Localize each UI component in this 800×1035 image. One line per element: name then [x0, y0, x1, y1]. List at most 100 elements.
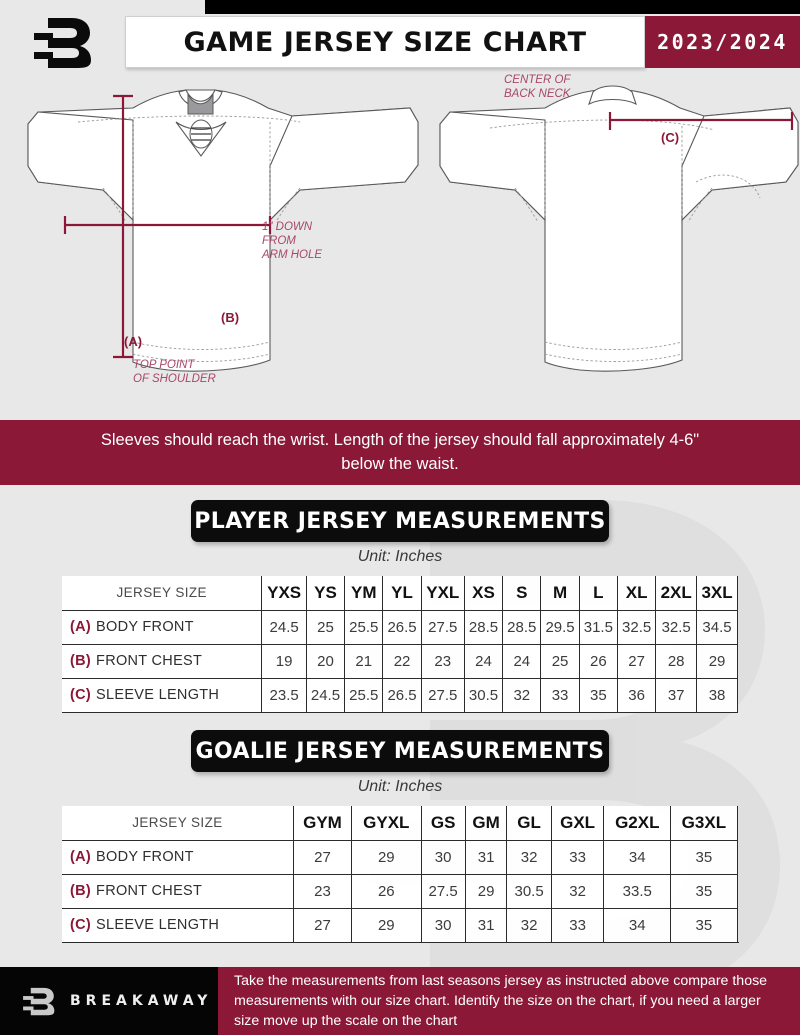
- size-column-2XL: 2XL: [655, 576, 698, 611]
- jersey-front-view: (A) TOP POINT OF SHOULDER (B) 1" DOWN FR…: [27, 89, 419, 385]
- value-cell: 26: [578, 643, 618, 679]
- header-logo: [0, 14, 125, 70]
- goalie-heading-pill: GOALIE JERSEY MEASUREMENTS: [191, 730, 609, 772]
- header-title-box: GAME JERSEY SIZE CHART: [125, 16, 645, 68]
- row-label-body-front: (A) BODY FRONT: [62, 839, 294, 875]
- value-cell: 27: [616, 643, 657, 679]
- value-cell: 29: [351, 839, 422, 875]
- table-row: (A) BODY FRONT 24.5 25 25.5 26.5 27.5 28.5 28.5 2…: [62, 609, 738, 645]
- dimension-line-b: [63, 216, 272, 234]
- value-cell: 26.5: [382, 677, 422, 713]
- value-cell: 23: [420, 643, 465, 679]
- value-cell: 23.5: [261, 677, 307, 713]
- size-column-YL: YL: [382, 576, 422, 611]
- front-label-b-line3: ARM HOLE: [261, 249, 322, 261]
- page-title: GAME JERSEY SIZE CHART: [183, 26, 587, 58]
- value-cell: 27.5: [420, 609, 465, 645]
- value-cell: 26.5: [382, 609, 422, 645]
- size-column-GM: GM: [464, 806, 508, 841]
- jersey-illustrations: .body-ln { fill:#fff; stroke:#59595b; st…: [0, 70, 800, 418]
- value-cell: 33: [550, 907, 605, 943]
- player-table-wrap: JERSEY SIZE YXS YS YM YL YXL XS S M L XL 2XL 3XL (A)…: [62, 576, 738, 713]
- value-cell: 29: [696, 643, 738, 679]
- top-accent-strip: [0, 0, 800, 14]
- value-cell: 36: [616, 677, 657, 713]
- front-label-b-tag: (B): [221, 310, 239, 325]
- front-label-a-line1: TOP POINT: [133, 359, 195, 371]
- jersey-back-view: (C) CENTER OF BACK NECK: [439, 74, 799, 372]
- value-cell: 21: [344, 643, 384, 679]
- breakaway-b-logo-icon: [23, 987, 55, 1016]
- top-strip-maroon: [0, 0, 205, 14]
- top-strip-black: [205, 0, 800, 14]
- back-neck-note-line2: BACK NECK: [504, 88, 572, 100]
- breakaway-b-logo-icon: [33, 18, 91, 68]
- size-column-M: M: [540, 576, 580, 611]
- value-cell: 30: [420, 839, 466, 875]
- front-label-a-line2: OF SHOULDER: [133, 373, 216, 385]
- row-label-sleeve-length: (C) SLEEVE LENGTH: [62, 907, 294, 943]
- row-tag: (A): [70, 849, 92, 865]
- player-section-header: PLAYER JERSEY MEASUREMENTS Unit: Inches: [0, 500, 800, 566]
- value-cell: 27: [292, 839, 353, 875]
- value-cell: 27.5: [420, 873, 466, 909]
- value-cell: 34.5: [696, 609, 738, 645]
- row-label-front-chest: (B) FRONT CHEST: [62, 873, 294, 909]
- player-heading-pill: PLAYER JERSEY MEASUREMENTS: [191, 500, 609, 542]
- table-header-row: JERSEY SIZE GYM GYXL GS GM GL GXL G2XL G3XL: [62, 806, 738, 841]
- table-row: (C) SLEEVE LENGTH 23.5 24.5 25.5 26.5 27.5 30.5…: [62, 677, 738, 713]
- size-column-G2XL: G2XL: [603, 806, 672, 841]
- value-cell: 33.5: [603, 873, 672, 909]
- value-cell: 23: [292, 873, 353, 909]
- value-cell: 37: [655, 677, 698, 713]
- value-cell: 22: [382, 643, 422, 679]
- value-cell: 31.5: [578, 609, 618, 645]
- value-cell: 34: [603, 907, 672, 943]
- value-cell: 24.5: [261, 609, 307, 645]
- row-label-sleeve-length: (C) SLEEVE LENGTH: [62, 677, 263, 713]
- value-cell: 19: [261, 643, 307, 679]
- footer-instructions-text: Take the measurements from last seasons …: [234, 972, 768, 1030]
- fit-note-text: Sleeves should reach the wrist. Length o…: [100, 430, 700, 473]
- jersey-size-corner-label: JERSEY SIZE: [62, 806, 294, 841]
- jersey-size-corner-label: JERSEY SIZE: [62, 576, 263, 611]
- size-column-XS: XS: [463, 576, 504, 611]
- row-tag: (B): [70, 653, 92, 669]
- size-column-XL: XL: [616, 576, 657, 611]
- player-size-table: JERSEY SIZE YXS YS YM YL YXL XS S M L XL 2XL 3XL (A)…: [62, 576, 738, 713]
- value-cell-empty: [737, 874, 738, 908]
- size-column-GS: GS: [420, 806, 466, 841]
- row-tag: (A): [70, 619, 92, 635]
- size-column-YM: YM: [344, 576, 384, 611]
- player-heading-label: PLAYER JERSEY MEASUREMENTS: [194, 508, 606, 534]
- brand-wordmark: BREAKAWAY: [70, 993, 213, 1009]
- value-cell: 24: [502, 643, 542, 679]
- footer-brand: BREAKAWAY: [0, 967, 218, 1035]
- value-cell: 30.5: [506, 873, 552, 909]
- size-column-GL: GL: [506, 806, 552, 841]
- value-cell: 31: [464, 907, 508, 943]
- value-cell: 20: [305, 643, 346, 679]
- front-label-a-tag: (A): [124, 334, 142, 349]
- front-label-b-line1: 1" DOWN: [262, 221, 313, 233]
- dimension-line-a: [113, 94, 133, 359]
- page-footer: BREAKAWAY Take the measurements from las…: [0, 967, 800, 1035]
- value-cell: 32: [506, 839, 552, 875]
- value-cell: 28.5: [502, 609, 542, 645]
- footer-instructions: Take the measurements from last seasons …: [218, 967, 800, 1035]
- row-label-front-chest: (B) FRONT CHEST: [62, 643, 263, 679]
- value-cell: 32: [506, 907, 552, 943]
- value-cell: 25.5: [344, 609, 384, 645]
- value-cell: 33: [540, 677, 580, 713]
- value-cell: 29: [464, 873, 508, 909]
- table-row: (A) BODY FRONT 27 29 30 31 32 33 34 35: [62, 839, 738, 875]
- goalie-section-header: GOALIE JERSEY MEASUREMENTS Unit: Inches: [0, 730, 800, 796]
- value-cell: 25: [540, 643, 580, 679]
- back-neck-note-line1: CENTER OF: [504, 74, 571, 86]
- size-column-G3XL: G3XL: [670, 806, 738, 841]
- size-column-GXL: GXL: [550, 806, 605, 841]
- value-cell: 27: [292, 907, 353, 943]
- value-cell: 32: [502, 677, 542, 713]
- value-cell: 24: [463, 643, 504, 679]
